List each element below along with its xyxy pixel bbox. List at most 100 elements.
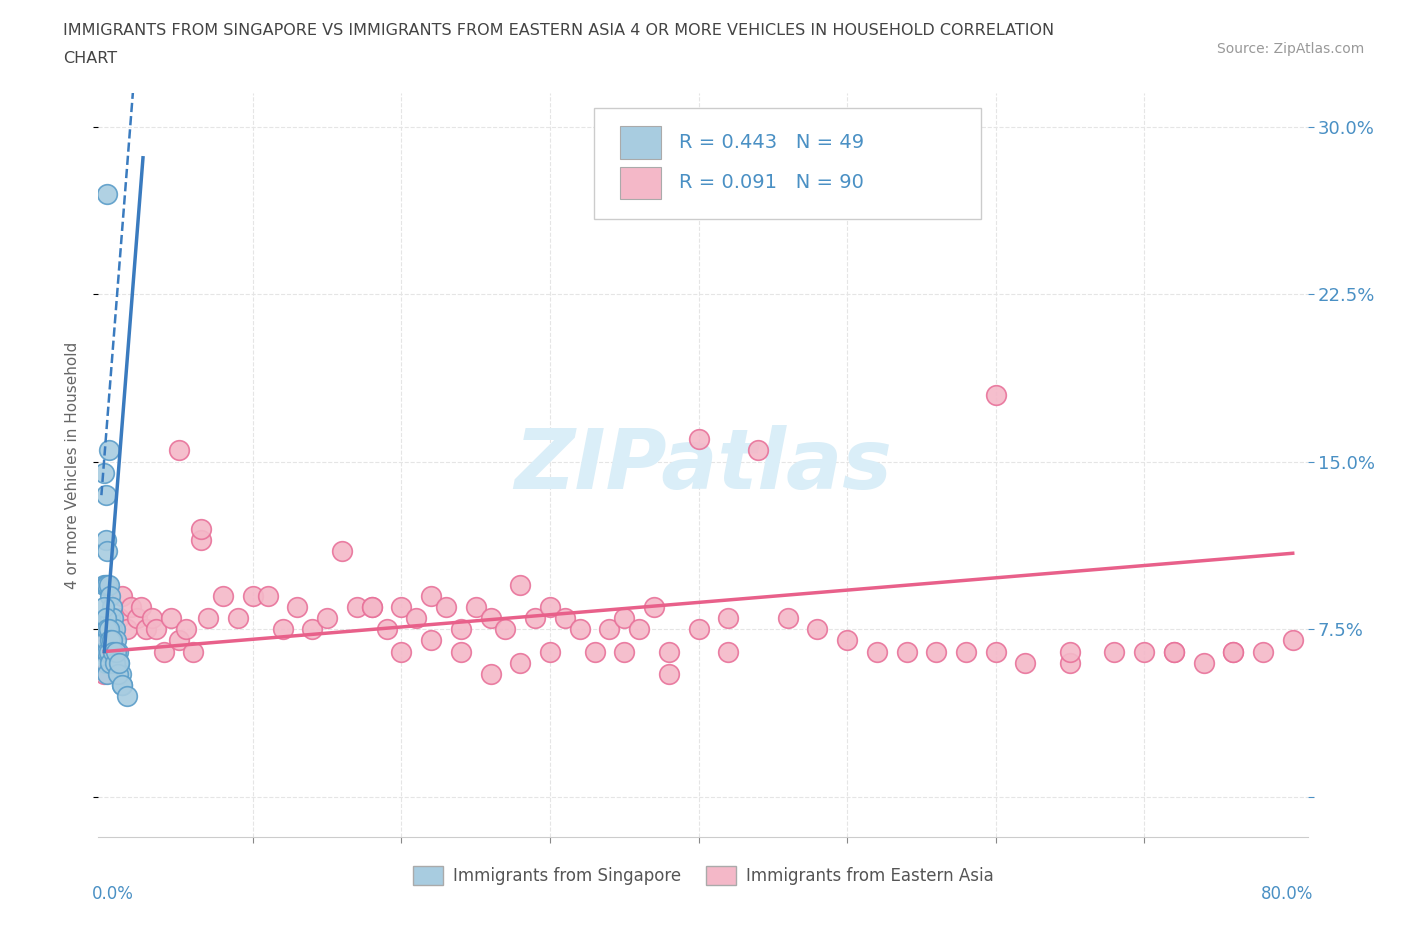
Point — [330, 543, 353, 558]
Point — [94, 611, 117, 626]
Text: R = 0.091   N = 90: R = 0.091 N = 90 — [679, 173, 863, 192]
Point — [271, 622, 294, 637]
Text: Source: ZipAtlas.com: Source: ZipAtlas.com — [1216, 42, 1364, 56]
Point — [197, 611, 219, 626]
Point — [97, 578, 120, 592]
Point — [613, 611, 636, 626]
Point — [1251, 644, 1274, 659]
Point — [1222, 644, 1244, 659]
Point — [183, 644, 205, 659]
Point — [658, 644, 681, 659]
Point — [984, 644, 1007, 659]
Point — [98, 656, 121, 671]
Point — [167, 633, 190, 648]
Point — [104, 656, 127, 671]
Point — [420, 633, 443, 648]
Point — [1104, 644, 1126, 659]
Point — [776, 611, 799, 626]
Point — [717, 644, 740, 659]
Point — [96, 644, 118, 659]
Point — [167, 443, 190, 458]
Point — [152, 644, 174, 659]
Point — [554, 611, 576, 626]
Point — [103, 644, 125, 659]
Point — [105, 633, 128, 648]
Point — [96, 611, 118, 626]
Point — [115, 689, 138, 704]
Point — [103, 611, 125, 626]
Point — [806, 622, 828, 637]
Point — [391, 644, 413, 659]
Point — [93, 578, 115, 592]
Point — [1222, 644, 1244, 659]
Point — [94, 656, 117, 671]
Text: ZIPatlas: ZIPatlas — [515, 424, 891, 506]
Point — [125, 611, 148, 626]
FancyBboxPatch shape — [595, 108, 981, 219]
Point — [955, 644, 977, 659]
Point — [256, 589, 278, 604]
Point — [643, 600, 665, 615]
Point — [494, 622, 516, 637]
Point — [1059, 644, 1081, 659]
Point — [103, 644, 125, 659]
Point — [747, 443, 769, 458]
Point — [98, 633, 121, 648]
Point — [688, 622, 710, 637]
Point — [287, 600, 309, 615]
Point — [96, 543, 118, 558]
Text: IMMIGRANTS FROM SINGAPORE VS IMMIGRANTS FROM EASTERN ASIA 4 OR MORE VEHICLES IN : IMMIGRANTS FROM SINGAPORE VS IMMIGRANTS … — [63, 23, 1054, 38]
Point — [111, 678, 134, 693]
Point — [131, 600, 153, 615]
Point — [104, 622, 127, 637]
Point — [420, 589, 443, 604]
Point — [1192, 656, 1215, 671]
Point — [107, 644, 129, 659]
Point — [212, 589, 235, 604]
Point — [190, 521, 212, 536]
Point — [141, 611, 163, 626]
Point — [190, 532, 212, 547]
Point — [97, 611, 120, 626]
Text: 80.0%: 80.0% — [1261, 885, 1313, 903]
Point — [93, 667, 115, 682]
Point — [1281, 633, 1303, 648]
Point — [98, 611, 121, 626]
Point — [94, 578, 117, 592]
Point — [242, 589, 264, 604]
FancyBboxPatch shape — [620, 166, 661, 199]
Point — [104, 644, 127, 659]
Point — [360, 600, 382, 615]
Text: R = 0.443   N = 49: R = 0.443 N = 49 — [679, 133, 863, 152]
Point — [450, 644, 472, 659]
Point — [174, 622, 197, 637]
Point — [108, 656, 131, 671]
Text: CHART: CHART — [63, 51, 117, 66]
Point — [94, 487, 117, 502]
Point — [97, 644, 120, 659]
Point — [97, 443, 120, 458]
Point — [101, 600, 124, 615]
Point — [405, 611, 427, 626]
Point — [583, 644, 606, 659]
Point — [115, 622, 138, 637]
Point — [524, 611, 547, 626]
Point — [110, 667, 132, 682]
Point — [111, 589, 134, 604]
Point — [984, 387, 1007, 402]
Point — [688, 432, 710, 446]
Point — [97, 622, 120, 637]
Point — [613, 644, 636, 659]
Point — [93, 644, 115, 659]
Legend: Immigrants from Singapore, Immigrants from Eastern Asia: Immigrants from Singapore, Immigrants fr… — [406, 859, 1000, 892]
Point — [1014, 656, 1036, 671]
Point — [94, 633, 117, 648]
Point — [101, 622, 124, 637]
Point — [93, 465, 115, 480]
Point — [93, 622, 115, 637]
Point — [120, 600, 142, 615]
Point — [835, 633, 858, 648]
Point — [450, 622, 472, 637]
Point — [538, 600, 561, 615]
Point — [301, 622, 323, 637]
